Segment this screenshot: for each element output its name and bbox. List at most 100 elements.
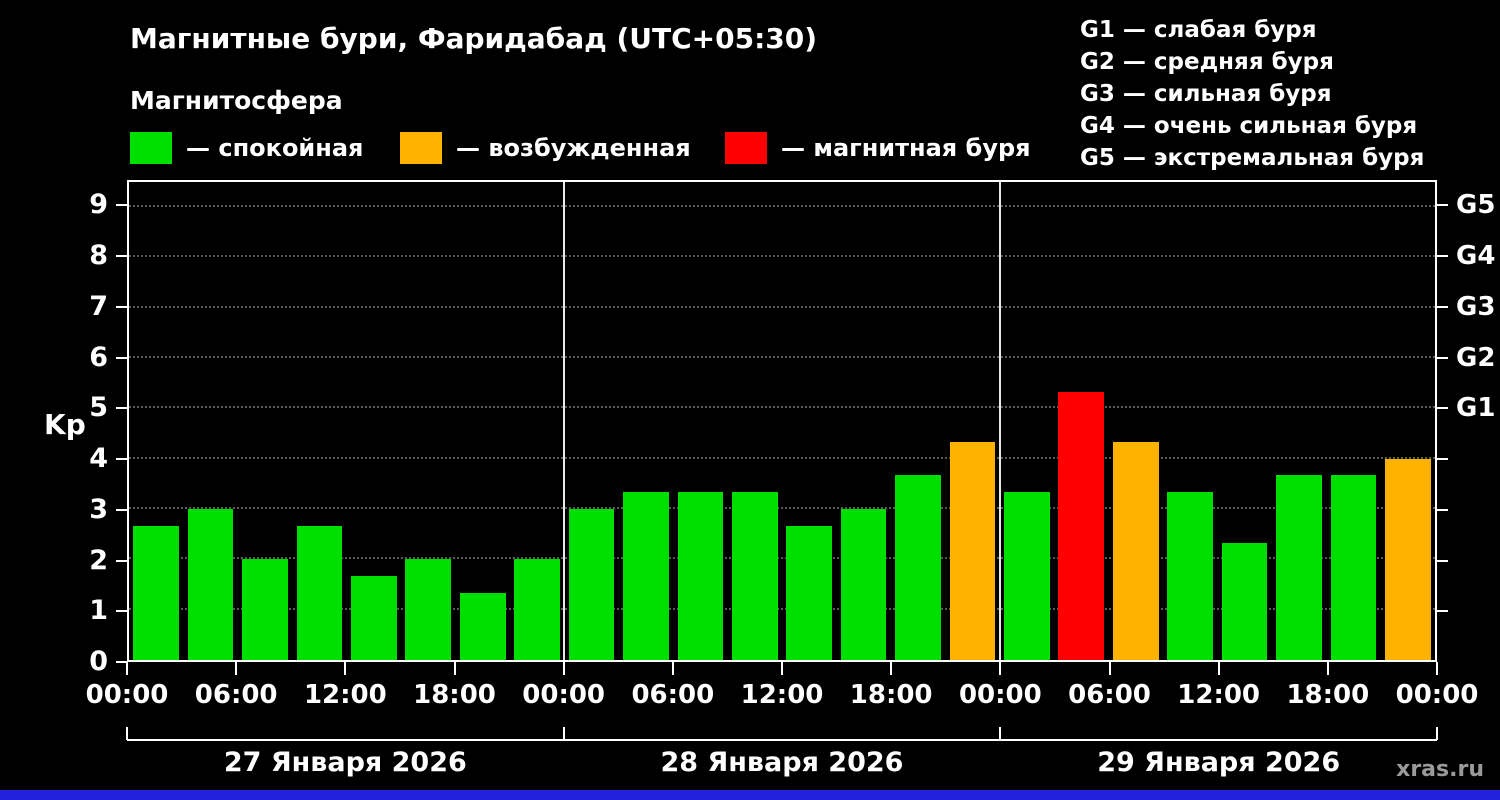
x-tick <box>999 662 1002 675</box>
y-axis-right: G1 G2 G3 G4 G5 <box>1437 180 1500 662</box>
y-tick <box>116 610 127 613</box>
page-title: Магнитные бури, Фаридабад (UTC+05:30) <box>130 22 818 55</box>
y-tick-label: 8 <box>89 240 108 272</box>
kp-bar <box>1384 458 1431 660</box>
day-separator-line <box>563 182 566 660</box>
g5-scale-label: G5 — экстремальная буря <box>1080 145 1425 171</box>
watermark-xras: xras.ru <box>1396 757 1484 782</box>
legend-item-storm: — магнитная буря <box>725 130 1031 166</box>
g-scale-axis-label: G2 <box>1456 342 1496 373</box>
date-axis-tick <box>126 727 128 740</box>
x-tick <box>1326 662 1329 675</box>
y-tick <box>116 559 127 562</box>
kp-bar <box>242 559 288 660</box>
y-tick <box>116 255 127 258</box>
gridline <box>129 205 1435 208</box>
footer-blue-bar <box>0 790 1500 800</box>
kp-bar <box>895 475 941 660</box>
kp-bar <box>568 509 615 660</box>
kp-bar <box>296 525 343 660</box>
date-label: 27 Января 2026 <box>223 747 467 778</box>
date-axis: 27 Января 2026 28 Января 2026 29 Января 20… <box>126 727 1438 791</box>
x-tick <box>1436 662 1438 675</box>
kp-bar <box>1330 475 1377 660</box>
gridline <box>129 607 1435 610</box>
y-tick <box>1437 356 1448 359</box>
day-separator-line <box>998 182 1001 660</box>
y-tick-label: 5 <box>89 392 108 424</box>
x-axis: 00:00 06:00 12:00 18:00 00:00 06:00 12:00 18:00… <box>86 662 1478 720</box>
x-tick-label: 00:00 <box>522 680 606 710</box>
g-scale-axis-label: G4 <box>1456 241 1496 272</box>
x-tick <box>671 662 674 675</box>
y-tick <box>1437 305 1448 308</box>
x-tick <box>890 662 893 675</box>
kp-bar <box>677 492 724 660</box>
g1-scale-label: G1 — слабая буря <box>1080 17 1317 43</box>
x-tick-label: 06:00 <box>1068 680 1151 710</box>
y-tick <box>1437 559 1448 562</box>
y-tick-label: 6 <box>89 341 108 373</box>
kp-bar <box>1276 475 1322 660</box>
plot-area <box>127 180 1437 662</box>
kp-bar <box>1004 492 1050 660</box>
x-tick-label: 18:00 <box>1286 680 1370 710</box>
y-tick-label: 9 <box>89 189 108 221</box>
gridline <box>129 456 1435 459</box>
x-tick <box>344 662 347 675</box>
date-axis-line <box>127 739 1437 741</box>
kp-bar <box>786 525 833 660</box>
x-tick-label: 00:00 <box>1395 680 1479 710</box>
x-tick <box>126 662 128 675</box>
legend-item-quiet: — спокойная <box>130 130 363 166</box>
legend-label-quiet: — спокойная <box>186 134 364 162</box>
x-tick <box>235 662 238 675</box>
storm-color-swatch <box>725 132 767 164</box>
y-tick <box>1437 407 1448 410</box>
y-tick <box>1437 204 1448 207</box>
x-tick-label: 18:00 <box>849 680 933 710</box>
y-tick-label: 3 <box>89 493 108 525</box>
legend-label-storm: — магнитная буря <box>781 134 1031 162</box>
legend-label-excited: — возбужденная <box>456 134 691 162</box>
excited-color-swatch <box>400 132 442 164</box>
gridline <box>129 255 1435 258</box>
kp-bar <box>1112 442 1159 660</box>
y-tick <box>116 305 127 308</box>
y-tick <box>116 458 127 461</box>
subtitle-magnetosphere: Магнитосфера <box>130 86 343 115</box>
date-axis-tick <box>562 727 565 740</box>
storm-scale-legend: G1 — слабая буря G2 — средняя буря G3 — … <box>1080 14 1424 174</box>
kp-bar <box>187 509 234 660</box>
kp-bar <box>1167 492 1213 660</box>
y-tick-label: 7 <box>89 290 108 322</box>
date-label: 28 Января 2026 <box>660 747 904 778</box>
x-tick-label: 18:00 <box>413 680 496 710</box>
kp-bar <box>405 559 452 660</box>
y-tick-label: 1 <box>89 595 108 627</box>
y-tick-label: 2 <box>89 544 108 576</box>
kp-bar <box>949 442 996 660</box>
gridline <box>129 305 1435 308</box>
kp-bar <box>1058 391 1105 660</box>
date-label: 29 Января 2026 <box>1097 747 1341 778</box>
gridline <box>129 356 1435 359</box>
quiet-color-swatch <box>130 132 172 164</box>
kp-bar <box>133 525 180 660</box>
y-axis-left: 0 1 2 3 4 5 6 7 8 9 <box>0 180 127 677</box>
x-tick-label: 00:00 <box>85 680 169 710</box>
g2-scale-label: G2 — средняя буря <box>1080 49 1334 75</box>
gridline <box>129 507 1435 510</box>
x-tick <box>1217 662 1220 675</box>
g-scale-axis-label: G3 <box>1456 291 1496 322</box>
x-tick-label: 00:00 <box>958 680 1042 710</box>
y-tick <box>1437 458 1448 461</box>
g3-scale-label: G3 — сильная буря <box>1080 81 1332 107</box>
y-axis-title: Kp <box>44 408 86 441</box>
x-tick <box>781 662 783 675</box>
y-tick <box>116 661 127 663</box>
date-axis-tick <box>999 727 1002 740</box>
kp-bar <box>351 575 397 660</box>
y-tick <box>116 204 127 207</box>
x-tick <box>562 662 565 675</box>
